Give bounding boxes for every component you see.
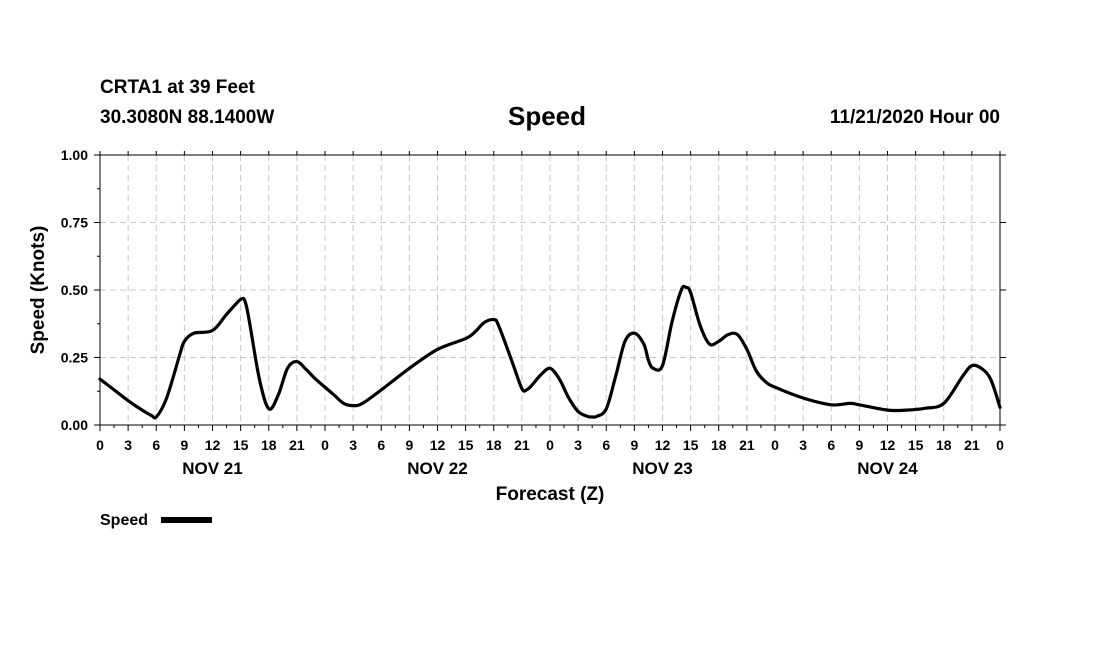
x-tick-label: 12 xyxy=(430,437,446,453)
x-tick-label: 6 xyxy=(602,437,610,453)
y-tick-label: 0.25 xyxy=(61,350,88,366)
x-tick-label: 6 xyxy=(152,437,160,453)
x-tick-label: 21 xyxy=(514,437,530,453)
y-tick-label: 0.00 xyxy=(61,417,88,433)
x-tick-label: 0 xyxy=(96,437,104,453)
day-label: NOV 23 xyxy=(632,459,692,478)
x-tick-label: 0 xyxy=(996,437,1004,453)
speed-series-line xyxy=(98,284,1002,420)
x-tick-label: 3 xyxy=(124,437,132,453)
x-tick-label: 6 xyxy=(827,437,835,453)
x-tick-label: 21 xyxy=(964,437,980,453)
x-tick-label: 0 xyxy=(546,437,554,453)
chart-title: Speed xyxy=(508,101,587,131)
x-tick-label: 12 xyxy=(880,437,896,453)
x-tick-label: 21 xyxy=(739,437,755,453)
coordinates-label: 30.3080N 88.1400W xyxy=(100,107,275,128)
x-tick-label: 0 xyxy=(771,437,779,453)
x-tick-label: 3 xyxy=(574,437,582,453)
x-axis-label: Forecast (Z) xyxy=(496,484,605,505)
x-tick-label: 9 xyxy=(630,437,638,453)
day-label: NOV 21 xyxy=(182,459,242,478)
x-tick-label: 3 xyxy=(799,437,807,453)
y-tick-label: 0.50 xyxy=(61,282,88,298)
x-tick-label: 9 xyxy=(855,437,863,453)
x-tick-label: 3 xyxy=(349,437,357,453)
legend-label: Speed xyxy=(100,512,148,529)
x-tick-label: 6 xyxy=(377,437,385,453)
x-tick-label: 18 xyxy=(711,437,727,453)
station-label: CRTA1 at 39 Feet xyxy=(100,77,255,98)
x-tick-label: 9 xyxy=(180,437,188,453)
day-label: NOV 24 xyxy=(857,459,918,478)
x-tick-label: 12 xyxy=(655,437,671,453)
x-tick-label: 15 xyxy=(683,437,699,453)
x-tick-label: 9 xyxy=(405,437,413,453)
x-tick-label: 15 xyxy=(233,437,249,453)
x-tick-label: 18 xyxy=(936,437,952,453)
x-tick-label: 15 xyxy=(458,437,474,453)
x-tick-label: 21 xyxy=(289,437,305,453)
forecast-datetime-label: 11/21/2020 Hour 00 xyxy=(829,107,1000,128)
y-tick-label: 0.75 xyxy=(61,215,88,231)
x-tick-label: 0 xyxy=(321,437,329,453)
y-tick-label: 1.00 xyxy=(61,147,88,163)
x-tick-label: 15 xyxy=(908,437,924,453)
x-tick-label: 12 xyxy=(205,437,221,453)
x-tick-label: 18 xyxy=(261,437,277,453)
y-axis-label: Speed (Knots) xyxy=(28,226,49,355)
x-tick-label: 18 xyxy=(486,437,502,453)
day-label: NOV 22 xyxy=(407,459,467,478)
